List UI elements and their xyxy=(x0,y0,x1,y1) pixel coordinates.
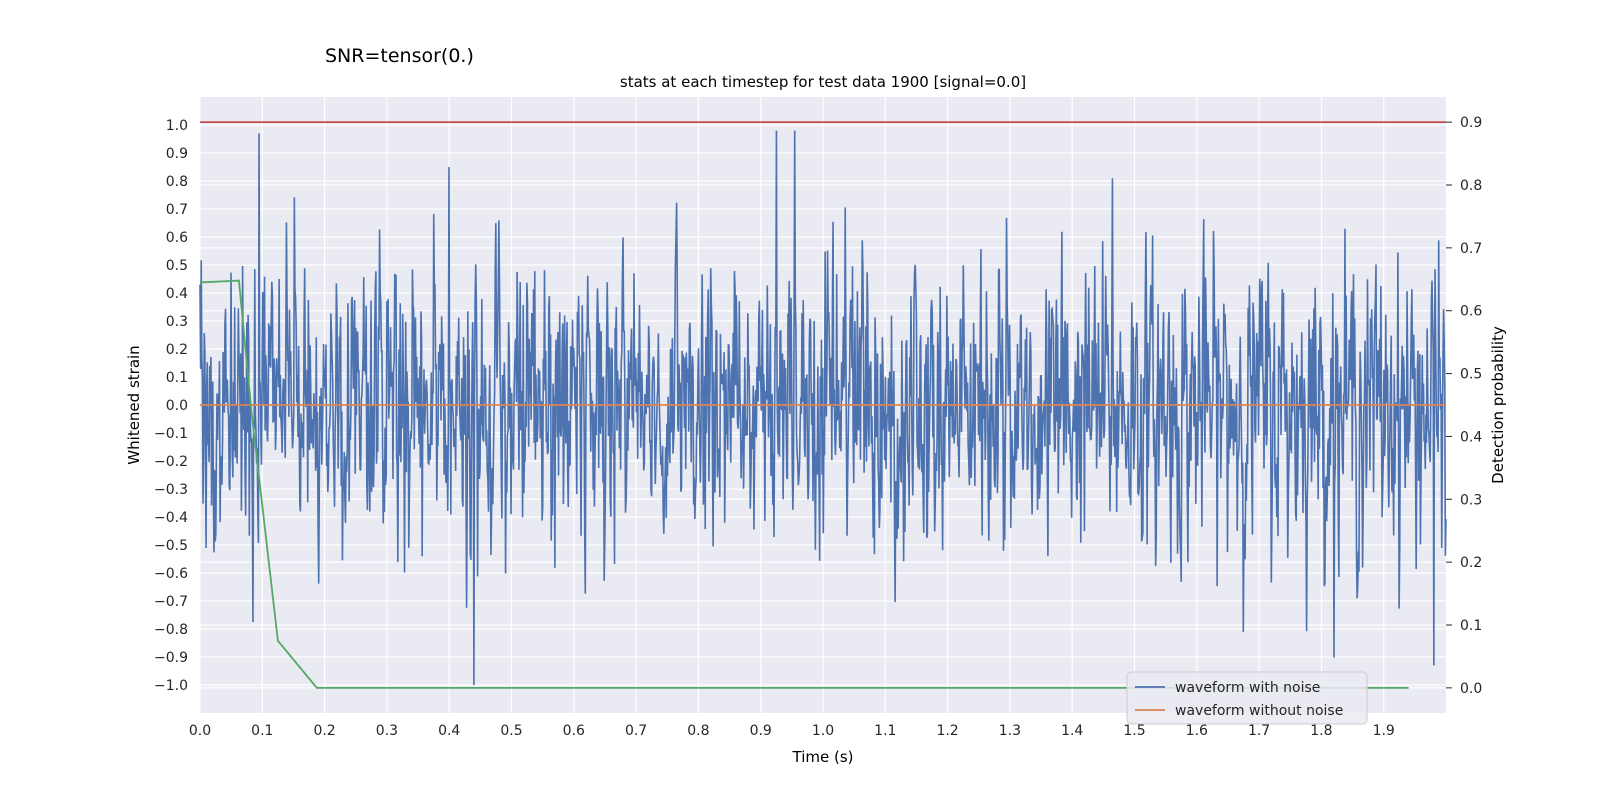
y-tick-label: 0.2 xyxy=(166,342,188,358)
y2-tick-label: 0.6 xyxy=(1460,304,1482,320)
y-tick-label: −0.2 xyxy=(154,454,188,470)
y2-tick-label: 0.3 xyxy=(1460,492,1482,508)
x-tick-label: 0.0 xyxy=(189,723,211,739)
y-tick-label: −0.9 xyxy=(154,650,188,666)
x-tick-label: 1.0 xyxy=(812,723,834,739)
y-tick-label: 0.0 xyxy=(166,398,188,414)
y-tick-label: −0.6 xyxy=(154,566,188,582)
series-group xyxy=(199,121,1447,689)
y-tick-label: −1.0 xyxy=(154,678,188,694)
x-tick-label: 0.1 xyxy=(251,723,273,739)
y2-tick-label: 0.9 xyxy=(1460,115,1482,131)
x-tick-label: 1.5 xyxy=(1123,723,1145,739)
x-tick-label: 1.3 xyxy=(999,723,1021,739)
y2-tick-label: 0.2 xyxy=(1460,555,1482,571)
x-tick-label: 0.7 xyxy=(625,723,647,739)
x-tick-label: 1.8 xyxy=(1310,723,1332,739)
x-tick-label: 0.3 xyxy=(376,723,398,739)
legend-box xyxy=(1126,671,1368,725)
y2-axis-label: Detection probability xyxy=(1489,326,1507,484)
y-tick-label: 0.1 xyxy=(166,370,188,386)
x-tick-label: 1.1 xyxy=(874,723,896,739)
y2-tick-label: 0.5 xyxy=(1460,367,1482,383)
y-tick-label: 1.0 xyxy=(166,118,188,134)
x-tick-label: 1.6 xyxy=(1186,723,1208,739)
y-tick-label: −0.3 xyxy=(154,482,188,498)
y-tick-label: −0.5 xyxy=(154,538,188,554)
y2-tick-label: 0.0 xyxy=(1460,681,1482,697)
x-tick-label: 1.7 xyxy=(1248,723,1270,739)
x-tick-label: 0.2 xyxy=(313,723,335,739)
y-tick-label: 0.9 xyxy=(166,146,188,162)
x-tick-label: 1.9 xyxy=(1373,723,1395,739)
x-tick-label: 0.9 xyxy=(750,723,772,739)
y-axis-label: Whitened strain xyxy=(125,345,143,464)
tick-labels: 0.0 0.1 0.2 0.3 0.4 0.5 0.6 0.7 0.8 0.9 1.0 1.1 1.2 1… xyxy=(154,115,1482,739)
y2-tick-label: 0.8 xyxy=(1460,178,1482,194)
x-tick-label: 1.4 xyxy=(1061,723,1083,739)
y-tick-label: −0.7 xyxy=(154,594,188,610)
y2-tick-label: 0.7 xyxy=(1460,241,1482,257)
y-tick-label: 0.6 xyxy=(166,230,188,246)
y-tick-label: 0.8 xyxy=(166,174,188,190)
series-detection-probability xyxy=(199,279,1409,689)
y2-tick-label: 0.4 xyxy=(1460,429,1482,445)
y-tick-label: 0.5 xyxy=(166,258,188,274)
y-tick-label: 0.7 xyxy=(166,202,188,218)
y2-tick-label: 0.1 xyxy=(1460,618,1482,634)
x-tick-label: 0.8 xyxy=(687,723,709,739)
y-tick-label: −0.4 xyxy=(154,510,188,526)
y-tick-label: 0.3 xyxy=(166,314,188,330)
chart-suptitle: SNR=tensor(0.) xyxy=(325,45,474,67)
y-tick-label: −0.8 xyxy=(154,622,188,638)
x-axis-label: Time (s) xyxy=(792,748,854,766)
x-tick-label: 0.5 xyxy=(500,723,522,739)
series-waveform-with-noise xyxy=(199,130,1447,686)
x-tick-label: 0.4 xyxy=(438,723,460,739)
legend-label: waveform without noise xyxy=(1175,703,1343,719)
chart-title: stats at each timestep for test data 190… xyxy=(620,73,1026,91)
y-tick-label: −0.1 xyxy=(154,426,188,442)
x-tick-label: 0.6 xyxy=(563,723,585,739)
y-tick-label: 0.4 xyxy=(166,286,188,302)
x-tick-label: 1.2 xyxy=(936,723,958,739)
legend: waveform with noise waveform without nois… xyxy=(1126,671,1368,725)
legend-label: waveform with noise xyxy=(1175,680,1320,696)
